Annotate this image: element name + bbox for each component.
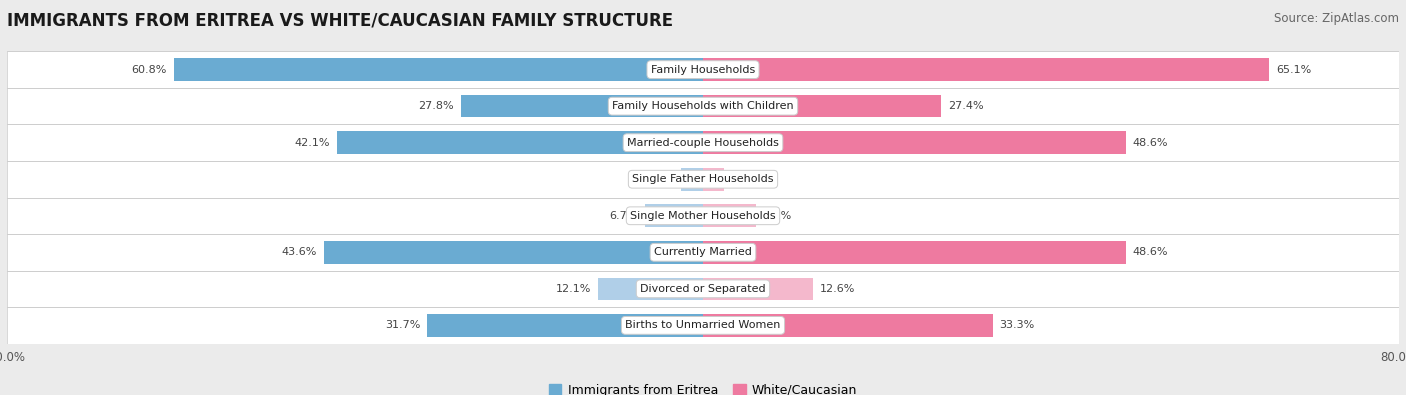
Bar [703,314,993,337]
Text: Single Father Households: Single Father Households [633,174,773,184]
Text: 48.6%: 48.6% [1133,138,1168,148]
Bar [703,168,724,190]
Bar [7,161,1399,198]
Text: 12.6%: 12.6% [820,284,855,294]
Bar [703,278,813,300]
Text: 48.6%: 48.6% [1133,247,1168,257]
Text: Single Mother Households: Single Mother Households [630,211,776,221]
Bar [645,205,703,227]
Text: 6.7%: 6.7% [609,211,638,221]
Bar [7,124,1399,161]
Bar [7,234,1399,271]
Bar [682,168,703,190]
Bar [703,241,1126,263]
Text: 43.6%: 43.6% [281,247,316,257]
Text: Family Households: Family Households [651,65,755,75]
Bar [703,205,756,227]
Text: 65.1%: 65.1% [1277,65,1312,75]
Text: 2.4%: 2.4% [731,174,759,184]
Text: 42.1%: 42.1% [294,138,330,148]
Text: Divorced or Separated: Divorced or Separated [640,284,766,294]
Bar [703,95,942,117]
Bar [337,132,703,154]
Bar [427,314,703,337]
Bar [598,278,703,300]
Legend: Immigrants from Eritrea, White/Caucasian: Immigrants from Eritrea, White/Caucasian [544,379,862,395]
Bar [7,51,1399,88]
Text: 60.8%: 60.8% [132,65,167,75]
Bar [7,198,1399,234]
Text: Married-couple Households: Married-couple Households [627,138,779,148]
Bar [7,307,1399,344]
Text: IMMIGRANTS FROM ERITREA VS WHITE/CAUCASIAN FAMILY STRUCTURE: IMMIGRANTS FROM ERITREA VS WHITE/CAUCASI… [7,12,673,30]
Text: Source: ZipAtlas.com: Source: ZipAtlas.com [1274,12,1399,25]
Bar [7,88,1399,124]
Text: Births to Unmarried Women: Births to Unmarried Women [626,320,780,330]
Text: Currently Married: Currently Married [654,247,752,257]
Bar [703,58,1270,81]
Text: 27.4%: 27.4% [948,101,984,111]
Text: 6.1%: 6.1% [763,211,792,221]
Text: Family Households with Children: Family Households with Children [612,101,794,111]
Bar [174,58,703,81]
Text: 33.3%: 33.3% [1000,320,1035,330]
Bar [703,132,1126,154]
Bar [7,271,1399,307]
Text: 12.1%: 12.1% [555,284,591,294]
Bar [461,95,703,117]
Text: 31.7%: 31.7% [385,320,420,330]
Bar [323,241,703,263]
Text: 2.5%: 2.5% [645,174,675,184]
Text: 27.8%: 27.8% [419,101,454,111]
